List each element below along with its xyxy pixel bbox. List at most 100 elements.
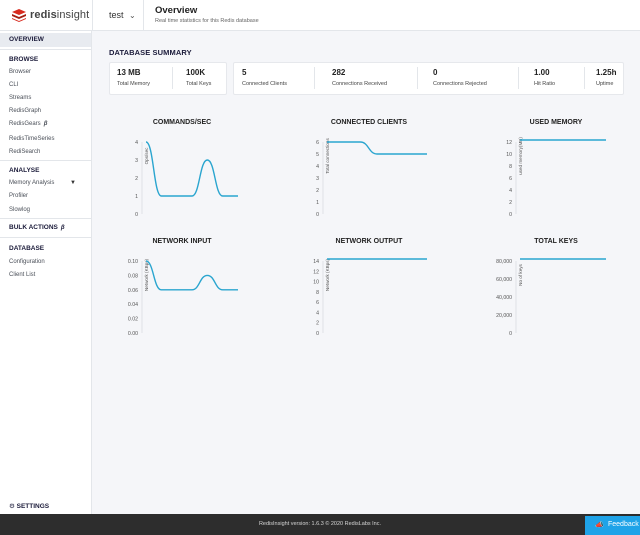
y-tick-label: 0.04 [128,302,138,308]
sidebar: OVERVIEW BROWSE Browser CLI Streams Redi… [0,31,92,514]
beta-mark: β [43,121,48,127]
y-tick-label: 0 [509,331,512,337]
divider [0,160,91,161]
sidebar-item-cli[interactable]: CLI [9,82,19,88]
sidebar-item-redisgears[interactable]: RedisGears β [9,121,48,127]
sidebar-overview-label: OVERVIEW [9,36,44,43]
page-header: Overview Real time statistics for this R… [155,5,259,24]
y-tick-label: 0 [509,212,512,218]
y-tick-label: 2 [316,188,319,194]
y-tick-label: 12 [506,140,512,146]
y-tick-label: 6 [316,300,319,306]
y-tick-label: 2 [316,321,319,327]
y-tick-label: 0 [135,212,138,218]
chart-title-commands: COMMANDS/SEC [152,119,212,126]
section-browse: BROWSE [9,56,39,63]
section-database: DATABASE [9,245,45,252]
y-tick-label: 10 [506,152,512,158]
y-tick-label: 80,000 [496,259,512,265]
memory-keys-card [109,62,227,95]
y-tick-label: 6 [509,176,512,182]
metric-connections-rejected: 0 Connections Rejected [433,68,487,87]
sidebar-item-streams[interactable]: Streams [9,95,32,101]
chart-title-total-keys: TOTAL KEYS [534,238,578,245]
stats-card [233,62,624,95]
y-tick-label: 60,000 [496,277,512,283]
summary-title: DATABASE SUMMARY [109,48,192,57]
y-axis-label: Network (KBps) [144,258,149,291]
y-tick-label: 6 [316,140,319,146]
page-title: Overview [155,5,198,16]
y-tick-label: 0.10 [128,259,138,265]
y-tick-label: 0.08 [128,273,138,279]
sidebar-item-client-list[interactable]: Client List [9,272,36,278]
divider [314,67,315,89]
y-tick-label: 14 [313,259,319,265]
commands-chart: 4 3 2 1 0 Ops/sec [135,140,239,218]
sidebar-item-redisgraph[interactable]: RedisGraph [9,108,42,114]
y-tick-label: 2 [509,200,512,206]
total-keys-chart: 80,000 60,000 40,000 20,000 0 No of keys [496,258,607,337]
redisinsight-logo[interactable]: redisinsight [12,8,89,24]
y-axis-label: Ops/sec [144,147,149,165]
database-selector[interactable]: test ⌄ [92,0,144,31]
series-line [145,260,238,291]
sidebar-item-configuration[interactable]: Configuration [9,259,45,265]
y-tick-label: 20,000 [496,313,512,319]
page-subtitle: Real time statistics for this Redis data… [155,18,259,24]
y-axis-label: Network (KBps) [325,258,330,291]
redis-logo-icon [12,9,26,22]
sidebar-item-overview[interactable] [0,33,91,47]
metric-total-keys: 100K Total Keys [186,68,212,87]
sidebar-item-profiler[interactable]: Profiler [9,193,29,199]
y-tick-label: 8 [316,290,319,296]
metric-connected-clients: 5 Connected Clients [242,68,287,87]
megaphone-icon: 📣 [595,522,604,529]
y-tick-label: 12 [313,269,319,275]
divider [518,67,519,89]
sidebar-item-browser[interactable]: Browser [9,69,32,75]
logo-text: redisinsight [30,9,90,21]
section-analyse: ANALYSE [9,167,40,174]
caret-down-icon[interactable]: ▼ [70,180,76,186]
metric-total-memory: 13 MB Total Memory [117,68,151,87]
y-tick-label: 40,000 [496,295,512,301]
feedback-button[interactable]: 📣 Feedback [585,516,640,535]
chevron-down-icon: ⌄ [129,11,136,20]
divider [172,67,173,89]
sidebar-item-slowlog[interactable]: Slowlog [9,207,31,213]
chart-title-network-input: NETWORK INPUT [152,238,212,245]
series-line [327,141,427,155]
beta-mark: β [60,225,65,231]
divider [584,67,585,89]
version-text: RedisInsight version: 1.6.3 © 2020 Redis… [258,521,382,527]
metric-hit-ratio: 1.00 Hit Ratio [534,68,556,87]
y-tick-label: 0 [316,212,319,218]
y-tick-label: 1 [316,200,319,206]
y-axis-label: Total connections [325,138,330,174]
settings-button[interactable]: ⚙ SETTINGS [9,503,50,510]
y-tick-label: 5 [316,152,319,158]
chart-title-connected-clients: CONNECTED CLIENTS [330,119,408,126]
y-tick-label: 4 [316,164,319,170]
y-tick-label: 4 [316,310,319,316]
sidebar-item-redistimeseries[interactable]: RedisTimeSeries [9,136,55,142]
divider [0,237,91,238]
y-tick-label: 0.06 [128,288,138,294]
metric-uptime: 1.25h Uptime [596,68,617,87]
y-tick-label: 4 [509,188,512,194]
footer: RedisInsight version: 1.6.3 © 2020 Redis… [0,514,640,535]
top-bar: redisinsight test ⌄ Overview Real time s… [0,0,640,31]
sidebar-item-memory-analysis[interactable]: Memory Analysis [9,180,55,186]
metric-connections-received: 282 Connections Received [332,68,388,87]
y-tick-label: 3 [135,158,138,164]
network-input-chart: 0.10 0.08 0.06 0.04 0.02 0.00 Network (KBps) [128,258,239,337]
sidebar-item-redisearch[interactable]: RediSearch [9,149,41,155]
sidebar-item-bulk-actions[interactable]: BULK ACTIONS β [9,224,65,231]
gear-icon: ⚙ [9,503,15,510]
chart-title-network-output: NETWORK OUTPUT [335,238,403,245]
connected-clients-chart: 6 5 4 3 2 1 0 Total connections [316,138,428,218]
y-axis-label: used memory(MB) [518,137,523,175]
y-tick-label: 4 [135,140,138,146]
database-name: test [109,10,124,20]
